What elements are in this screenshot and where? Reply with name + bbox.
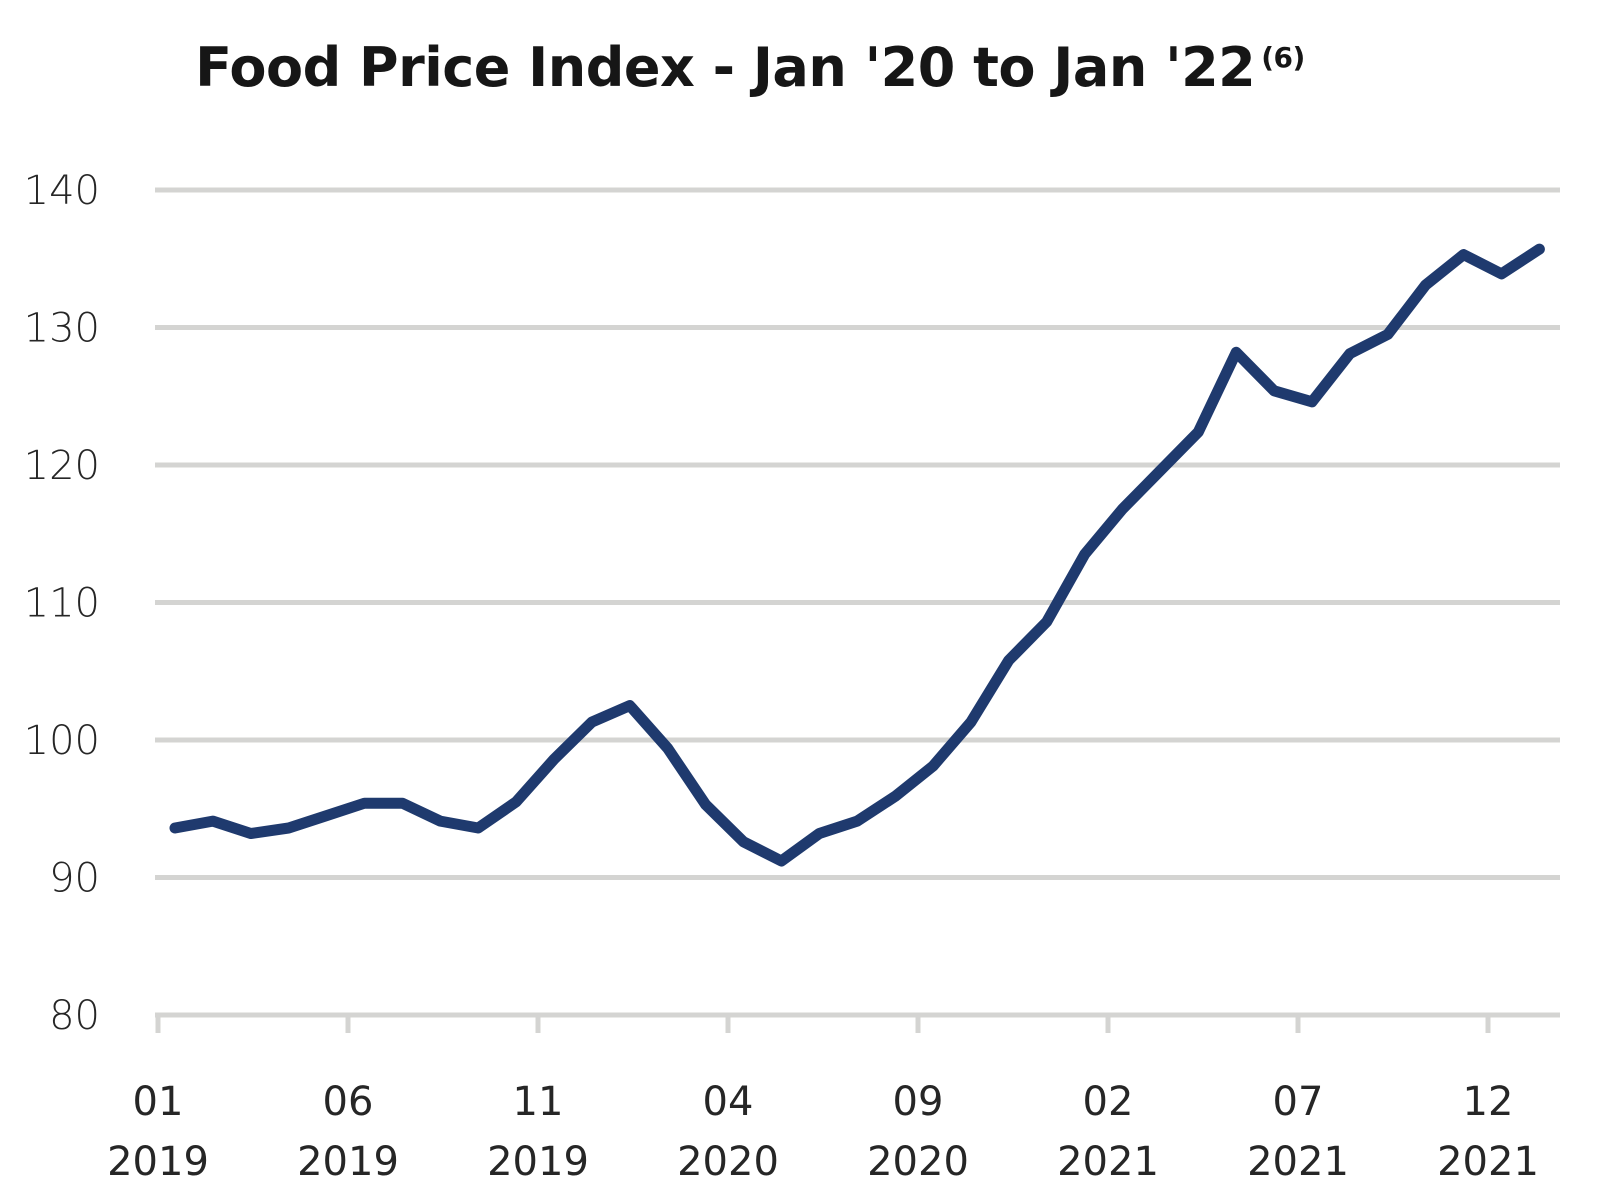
x-axis-tick-labels: 01 2019 06 2019 11 2019 04 2020 09 2020 02 2021 07 20… xyxy=(107,1079,1539,1185)
x-tick-label-year-0: 2019 xyxy=(107,1139,209,1185)
y-axis-tick-labels: 80 90 100 110 120 130 140 xyxy=(24,168,100,1039)
y-tick-label-120: 120 xyxy=(24,443,100,489)
series-line-0 xyxy=(169,243,1545,867)
y-tick-label-110: 110 xyxy=(24,581,100,627)
x-tick-label-month-1: 06 xyxy=(323,1079,374,1125)
x-axis xyxy=(155,1015,1491,1033)
x-tick-label-month-5: 02 xyxy=(1083,1079,1134,1125)
x-tick-label-month-2: 11 xyxy=(513,1079,564,1125)
x-tick-label-year-6: 2021 xyxy=(1247,1139,1349,1185)
chart-title: Food Price Index - Jan '20 to Jan '22 (6) xyxy=(0,36,1500,99)
x-tick-label-month-6: 07 xyxy=(1273,1079,1324,1125)
chart-title-footnote: (6) xyxy=(1261,41,1305,74)
x-tick-label-month-7: 12 xyxy=(1463,1079,1514,1125)
chart-title-text: Food Price Index - Jan '20 to Jan '22 xyxy=(195,36,1256,99)
y-tick-label-100: 100 xyxy=(24,718,100,764)
y-tick-label-130: 130 xyxy=(24,306,100,352)
x-tick-label-year-5: 2021 xyxy=(1057,1139,1159,1185)
y-tick-label-80: 80 xyxy=(49,993,100,1039)
series-layer xyxy=(169,243,1545,867)
x-tick-label-month-0: 01 xyxy=(133,1079,184,1125)
y-tick-label-140: 140 xyxy=(24,168,100,214)
x-tick-label-month-4: 09 xyxy=(893,1079,944,1125)
x-tick-label-year-7: 2021 xyxy=(1437,1139,1539,1185)
y-tick-label-90: 90 xyxy=(49,856,100,902)
x-tick-label-year-2: 2019 xyxy=(487,1139,589,1185)
x-tick-label-year-1: 2019 xyxy=(297,1139,399,1185)
x-tick-label-year-3: 2020 xyxy=(677,1139,779,1185)
x-tick-label-year-4: 2020 xyxy=(867,1139,969,1185)
grid-layer xyxy=(155,187,1560,1018)
x-tick-label-month-3: 04 xyxy=(703,1079,754,1125)
